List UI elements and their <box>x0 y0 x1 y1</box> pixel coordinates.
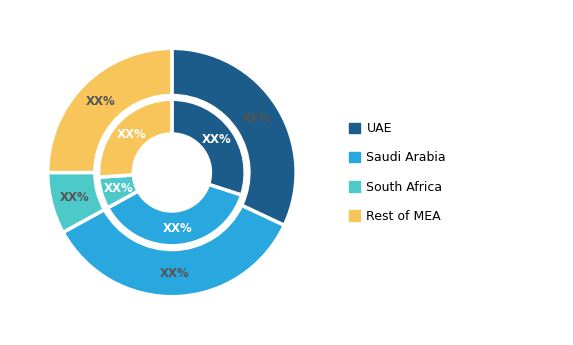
Wedge shape <box>172 99 245 195</box>
Wedge shape <box>99 99 172 177</box>
Text: XX%: XX% <box>162 221 192 235</box>
Text: XX%: XX% <box>242 112 272 125</box>
Text: XX%: XX% <box>103 181 133 195</box>
Wedge shape <box>63 205 284 297</box>
Wedge shape <box>108 184 242 246</box>
Text: XX%: XX% <box>86 95 116 108</box>
Wedge shape <box>172 48 296 225</box>
Wedge shape <box>48 172 104 232</box>
Wedge shape <box>48 48 172 172</box>
Wedge shape <box>99 175 138 208</box>
Legend: UAE, Saudi Arabia, South Africa, Rest of MEA: UAE, Saudi Arabia, South Africa, Rest of… <box>349 122 446 223</box>
Text: XX%: XX% <box>160 267 190 279</box>
Text: XX%: XX% <box>116 128 146 141</box>
Text: XX%: XX% <box>60 191 89 204</box>
Text: XX%: XX% <box>202 133 232 146</box>
